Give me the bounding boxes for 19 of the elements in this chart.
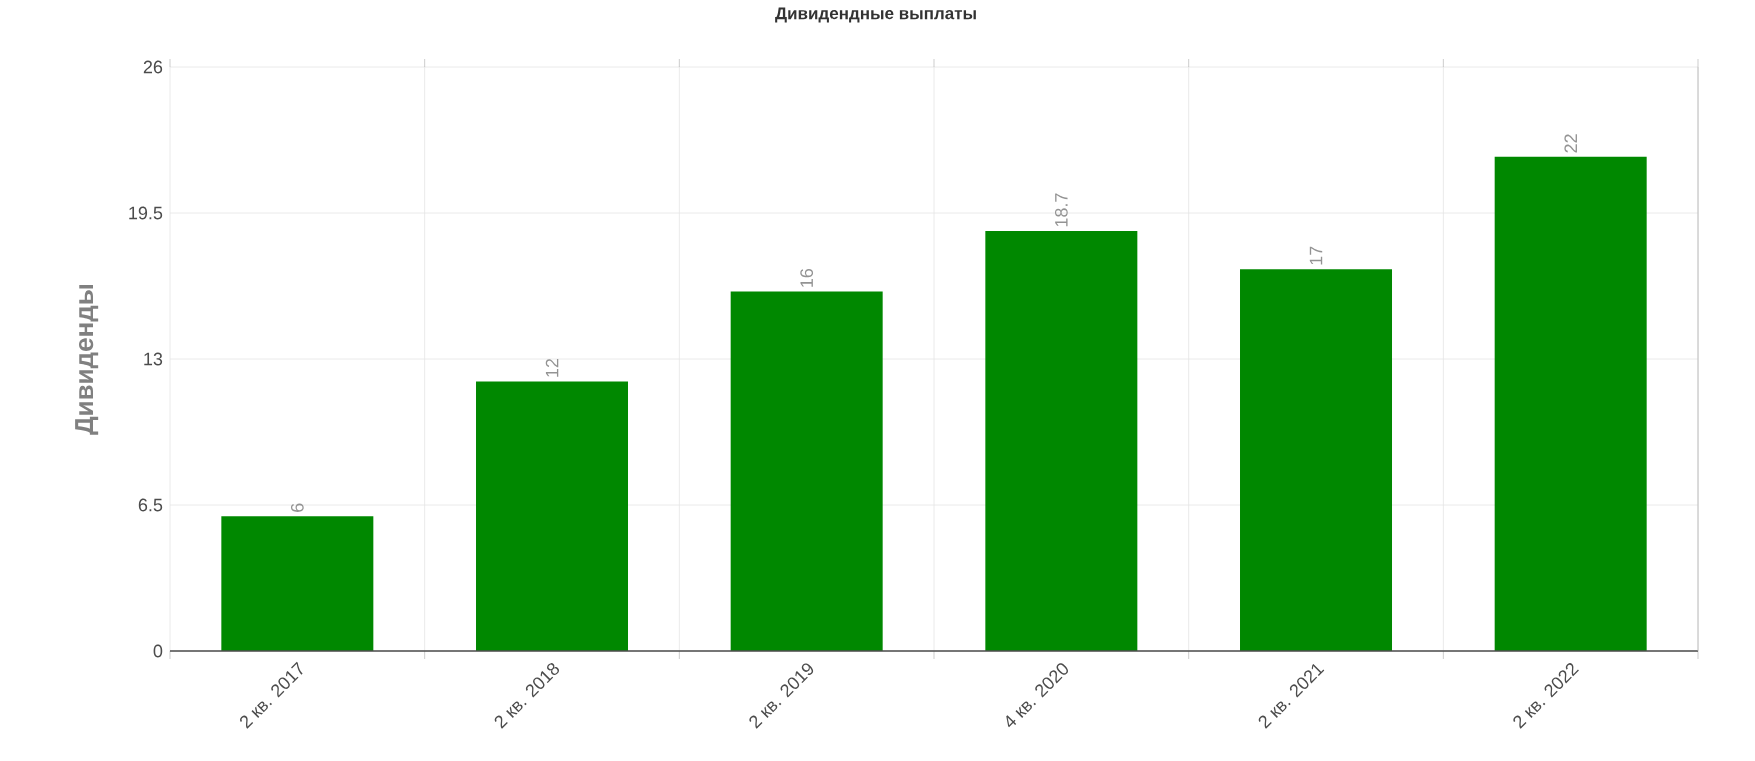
data-label: 22: [1564, 134, 1577, 153]
data-label: 12: [545, 358, 559, 377]
bar: [476, 381, 629, 651]
bar: [1240, 269, 1393, 651]
y-axis-title: Дивиденды: [75, 284, 99, 435]
y-tick-label: 19.5: [129, 206, 163, 220]
bar: [221, 516, 374, 651]
bar: [1494, 156, 1647, 651]
y-tick-label: 26: [143, 60, 163, 74]
data-label: 6: [290, 503, 304, 512]
bar: [730, 291, 883, 651]
data-label: 18.7: [1054, 193, 1068, 227]
y-tick-label: 13: [144, 352, 163, 366]
y-tick-label: 6.5: [138, 498, 163, 512]
data-label: 16: [800, 268, 814, 287]
chart-title: Дивидендные выплаты: [775, 7, 976, 23]
y-tick-label: 0: [153, 644, 163, 658]
data-label: 17: [1309, 246, 1323, 265]
bar: [985, 230, 1138, 651]
